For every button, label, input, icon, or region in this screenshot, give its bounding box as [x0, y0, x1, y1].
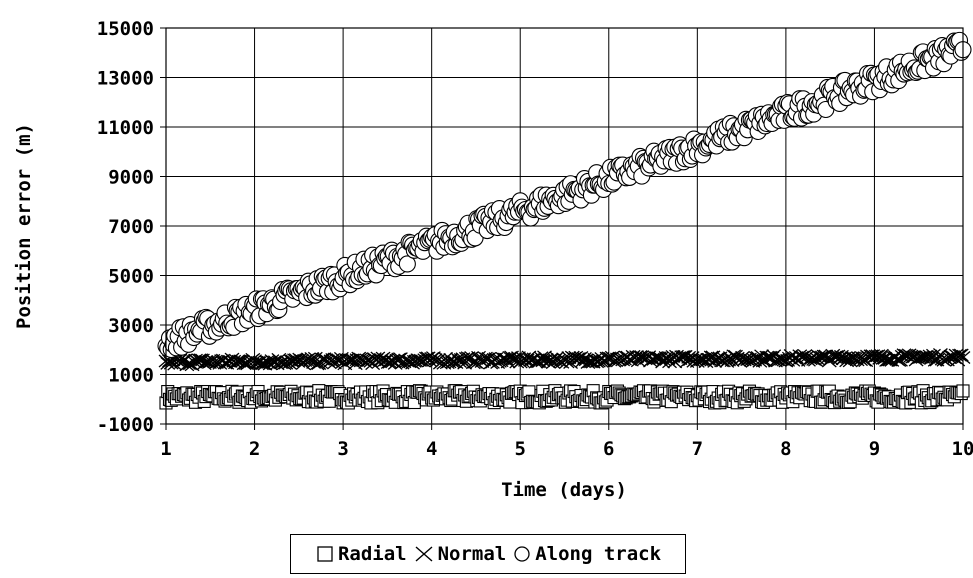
series-along-track	[157, 31, 972, 359]
x-tick-label: 8	[780, 438, 791, 460]
x-axis-ticks: 1 2 3 4 5 6 7 8 9 10	[160, 424, 973, 460]
point-normal	[181, 357, 196, 371]
y-tick-label: 5000	[108, 266, 154, 288]
point-normal	[752, 354, 768, 368]
series-normal	[158, 347, 971, 372]
square-icon	[317, 546, 333, 562]
legend-label-along-track: Along track	[535, 543, 662, 565]
legend-item-radial: Radial	[315, 543, 407, 565]
point-normal	[573, 351, 589, 365]
point-normal	[358, 356, 374, 370]
y-axis-ticks: -1000 1000 3000 5000 7000 9000 11000 13000 15000	[97, 18, 166, 436]
point-normal	[306, 355, 322, 369]
point-normal	[380, 356, 396, 370]
point-normal	[740, 353, 756, 367]
point-normal	[257, 357, 273, 371]
x-tick-label: 10	[952, 438, 973, 460]
point-normal	[481, 351, 497, 365]
point-normal	[458, 351, 474, 365]
point-normal	[509, 355, 525, 369]
point-normal	[695, 353, 710, 367]
y-tick-label: 3000	[108, 315, 154, 337]
x-tick-label: 6	[603, 438, 614, 460]
circle-icon	[514, 546, 530, 562]
x-tick-label: 3	[337, 438, 348, 460]
point-along-track	[398, 255, 416, 273]
x-tick-label: 1	[160, 438, 171, 460]
x-tick-label: 2	[249, 438, 260, 460]
legend-label-radial: Radial	[337, 543, 407, 565]
y-tick-label: 13000	[97, 68, 154, 90]
y-tick-label: 7000	[108, 216, 154, 238]
legend-label-normal: Normal	[437, 543, 507, 565]
legend-item-along-track: Along track	[512, 543, 661, 565]
point-normal	[953, 348, 969, 362]
y-tick-label: 1000	[108, 365, 154, 387]
y-axis-title: Position error (m)	[13, 123, 35, 329]
legend: Radial Normal Along track	[290, 534, 686, 574]
x-tick-label: 9	[869, 438, 880, 460]
cross-icon	[415, 546, 433, 562]
point-normal	[276, 357, 292, 371]
y-tick-label: 9000	[108, 167, 154, 189]
point-normal	[781, 351, 797, 365]
legend-item-normal: Normal	[413, 543, 507, 565]
series-radial	[159, 384, 970, 410]
point-normal	[533, 351, 549, 365]
point-normal	[761, 350, 776, 364]
point-normal	[544, 353, 559, 367]
series-layer	[157, 31, 972, 410]
point-normal	[648, 350, 664, 364]
x-tick-label: 7	[692, 438, 703, 460]
y-tick-label: 15000	[97, 18, 154, 40]
chart: -1000 1000 3000 5000 7000 9000 11000 13000 15000…	[13, 18, 973, 501]
y-tick-label: -1000	[97, 414, 154, 436]
x-tick-label: 5	[514, 438, 525, 460]
x-tick-label: 4	[426, 438, 437, 460]
x-axis-title: Time (days)	[501, 479, 627, 501]
y-tick-label: 11000	[97, 117, 154, 139]
